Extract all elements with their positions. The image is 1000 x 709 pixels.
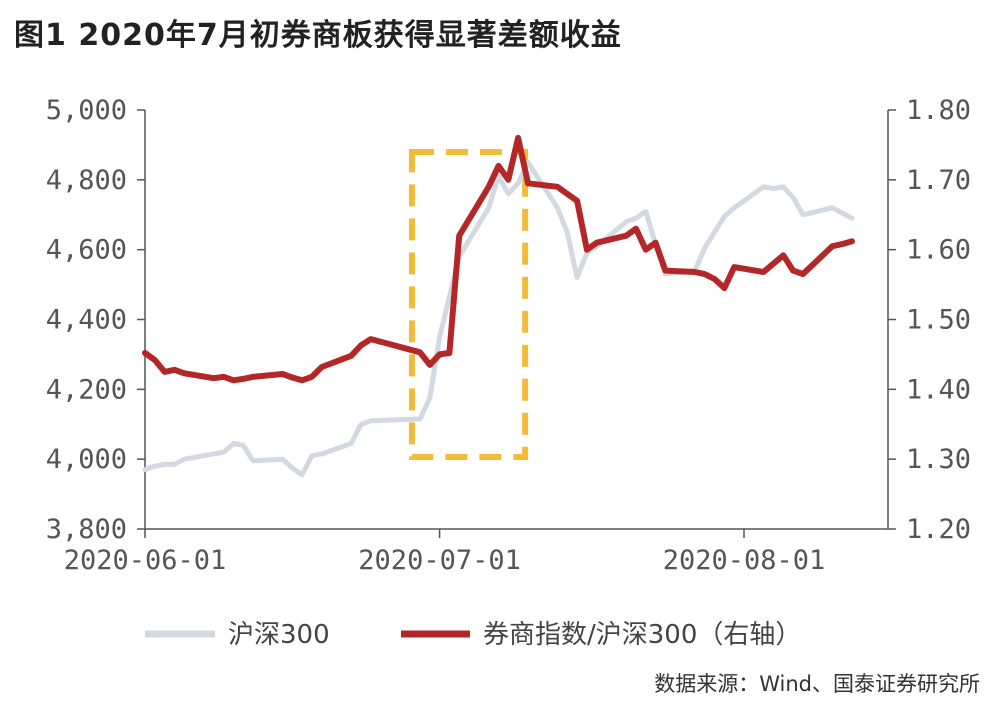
y-right-tick-label: 1.20: [906, 514, 971, 545]
series-ratio-line: [142, 134, 855, 384]
y-left-tick-label: 4,800: [46, 165, 127, 196]
y-left-tick-label: 5,000: [46, 95, 127, 126]
figure-title: 图1 2020年7月初券商板获得显著差额收益: [14, 18, 622, 53]
legend-hs300-label: 沪深300: [228, 620, 330, 650]
y-right-tick-label: 1.60: [906, 235, 971, 266]
y-left-tick-label: 4,000: [46, 444, 127, 475]
y-left-tick-label: 3,800: [46, 514, 127, 545]
legend-ratio-label: 券商指数/沪深300（右轴）: [483, 620, 801, 650]
y-right-tick-label: 1.70: [906, 165, 971, 196]
series-hs300-line: [142, 159, 855, 478]
source-note: 数据来源：Wind、国泰证券研究所: [654, 672, 980, 696]
x-tick-label: 2020-06-01: [64, 545, 227, 576]
highlight-layer: [408, 149, 529, 460]
y-right-tick-label: 1.40: [906, 374, 971, 405]
highlight-box: [408, 149, 529, 460]
axes-layer: 5,000 4,800 4,600 4,400 4,200 4,000 3,800 1.80 1…: [46, 95, 971, 576]
y-left-tick-label: 4,400: [46, 305, 127, 336]
legend: 沪深300 券商指数/沪深300（右轴）: [145, 620, 801, 650]
y-right-tick-label: 1.50: [906, 305, 971, 336]
y-left-tick-label: 4,600: [46, 235, 127, 266]
x-tick-label: 2020-08-01: [663, 545, 826, 576]
y-right-tick-label: 1.30: [906, 444, 971, 475]
x-tick-label: 2020-07-01: [358, 545, 521, 576]
series-layer: [142, 134, 855, 478]
y-right-tick-label: 1.80: [906, 95, 971, 126]
y-left-tick-label: 4,200: [46, 374, 127, 405]
